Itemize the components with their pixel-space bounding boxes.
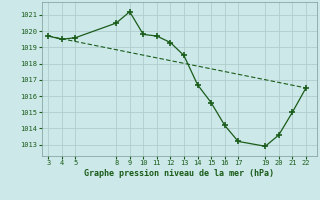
X-axis label: Graphe pression niveau de la mer (hPa): Graphe pression niveau de la mer (hPa) [84,169,274,178]
